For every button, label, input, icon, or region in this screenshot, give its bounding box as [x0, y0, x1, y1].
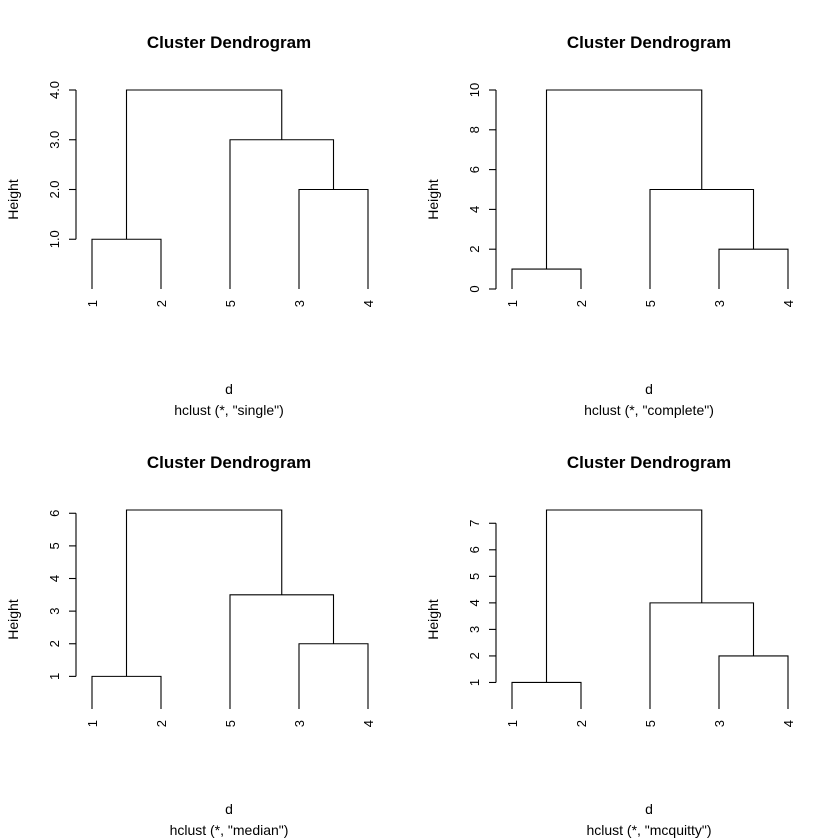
y-tick-label: 7 [467, 520, 482, 527]
y-tick-label: 6 [467, 546, 482, 553]
y-tick-label: 6 [467, 166, 482, 173]
y-tick-label: 2.0 [47, 180, 62, 198]
merge-link [649, 602, 755, 709]
x-axis-label: d [645, 801, 653, 817]
y-tick-label: 4.0 [47, 81, 62, 99]
merge-link [298, 643, 369, 709]
y-tick-label: 6 [47, 510, 62, 517]
merge-link [229, 139, 335, 289]
merge-link [511, 681, 582, 709]
x-axis-label: d [225, 381, 233, 397]
y-axis-label: Height [425, 599, 441, 640]
leaf-label: 3 [292, 720, 307, 727]
dendrogram-panel: 1 2 3 4 5 6 1 2 5 3 4 Cluster Dendrogram Height d hclu… [5, 453, 376, 838]
y-tick-label: 3.0 [47, 131, 62, 149]
leaf-label: 1 [85, 300, 100, 307]
y-tick-label: 5 [467, 573, 482, 580]
y-tick-label: 3 [467, 626, 482, 633]
method-sublabel: hclust (*, "mcquitty") [586, 822, 711, 838]
y-tick-label: 1 [467, 679, 482, 686]
y-tick-label: 2 [467, 652, 482, 659]
merge-link [545, 509, 703, 683]
chart-title: Cluster Dendrogram [567, 453, 731, 472]
merge-link [229, 594, 335, 709]
method-sublabel: hclust (*, "complete") [584, 402, 714, 418]
y-tick-label: 4 [467, 599, 482, 606]
y-tick-label: 4 [47, 575, 62, 582]
leaf-label: 1 [505, 300, 520, 307]
y-tick-label: 1 [47, 673, 62, 680]
leaf-label: 5 [223, 300, 238, 307]
merge-link [718, 248, 789, 289]
leaf-label: 4 [361, 300, 376, 307]
leaf-label: 3 [292, 300, 307, 307]
y-tick-label: 8 [467, 126, 482, 133]
leaf-label: 1 [85, 720, 100, 727]
leaf-label: 2 [574, 720, 589, 727]
leaf-label: 1 [505, 720, 520, 727]
leaf-label: 2 [154, 720, 169, 727]
leaf-label: 4 [361, 720, 376, 727]
merge-link [298, 188, 369, 289]
dendrogram-panel: 1.0 2.0 3.0 4.0 1 2 5 3 4 Cluster Dendrogram Heigh… [5, 33, 376, 418]
y-tick-label: 1.0 [47, 230, 62, 248]
y-tick-label: 0 [467, 285, 482, 292]
chart-title: Cluster Dendrogram [567, 33, 731, 52]
y-axis-label: Height [5, 599, 21, 640]
leaf-label: 3 [712, 300, 727, 307]
leaf-label: 5 [643, 720, 658, 727]
leaf-label: 3 [712, 720, 727, 727]
x-axis-label: d [645, 381, 653, 397]
merge-link [649, 188, 755, 289]
y-tick-label: 5 [47, 542, 62, 549]
merge-link [125, 89, 283, 240]
y-tick-label: 4 [467, 206, 482, 213]
chart-title: Cluster Dendrogram [147, 453, 311, 472]
y-tick-label: 2 [47, 640, 62, 647]
leaf-label: 2 [574, 300, 589, 307]
leaf-label: 4 [781, 720, 796, 727]
merge-link [718, 655, 789, 709]
merge-link [91, 675, 162, 709]
leaf-label: 5 [643, 300, 658, 307]
x-axis-label: d [225, 801, 233, 817]
chart-title: Cluster Dendrogram [147, 33, 311, 52]
y-tick-label: 3 [47, 608, 62, 615]
y-axis-label: Height [5, 179, 21, 220]
leaf-label: 4 [781, 300, 796, 307]
method-sublabel: hclust (*, "single") [174, 402, 284, 418]
merge-link [511, 268, 582, 289]
dendrogram-panel: 1 2 3 4 5 6 7 1 2 5 3 4 Cluster Dendrogram Height d hcl… [425, 453, 796, 838]
merge-link [545, 89, 703, 270]
method-sublabel: hclust (*, "median") [170, 822, 289, 838]
y-tick-label: 10 [467, 83, 482, 97]
y-axis-label: Height [425, 179, 441, 220]
merge-link [125, 509, 283, 677]
leaf-label: 5 [223, 720, 238, 727]
leaf-label: 2 [154, 300, 169, 307]
merge-link [91, 238, 162, 289]
y-tick-label: 2 [467, 246, 482, 253]
